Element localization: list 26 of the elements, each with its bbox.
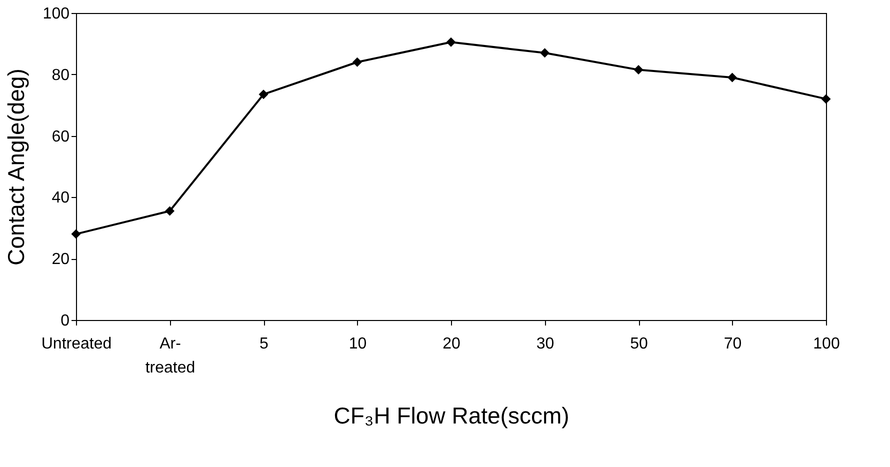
x-tick-label: 30 xyxy=(536,336,554,352)
x-tick-label: Ar- treated xyxy=(145,336,196,376)
x-tick-label: Untreated xyxy=(41,336,112,352)
point xyxy=(728,72,737,82)
x-tick-label: 100 xyxy=(813,336,840,352)
x-axis-title: CF₃H Flow Rate(sccm) xyxy=(334,402,570,428)
y-tick-label: 0 xyxy=(60,312,70,330)
point xyxy=(352,57,362,67)
point xyxy=(540,48,550,58)
point xyxy=(446,37,456,47)
point xyxy=(71,229,81,239)
y-axis-title: Contact Angle(deg) xyxy=(2,68,29,266)
x-tick-label: 5 xyxy=(260,336,269,352)
point xyxy=(258,90,268,100)
x-tick-label: 20 xyxy=(442,336,460,352)
x-tick-label: 70 xyxy=(724,336,742,352)
x-tick-label: 50 xyxy=(630,336,648,352)
y-tick-label: 80 xyxy=(52,66,70,84)
point xyxy=(165,206,174,216)
point xyxy=(634,65,644,75)
point xyxy=(821,94,831,104)
y-tick-label: 20 xyxy=(52,251,70,268)
x-tick-label: 10 xyxy=(348,336,367,352)
y-tick-label: 100 xyxy=(42,6,70,22)
y-tick-label: 40 xyxy=(52,190,70,207)
y-tick-label: 60 xyxy=(52,128,70,146)
